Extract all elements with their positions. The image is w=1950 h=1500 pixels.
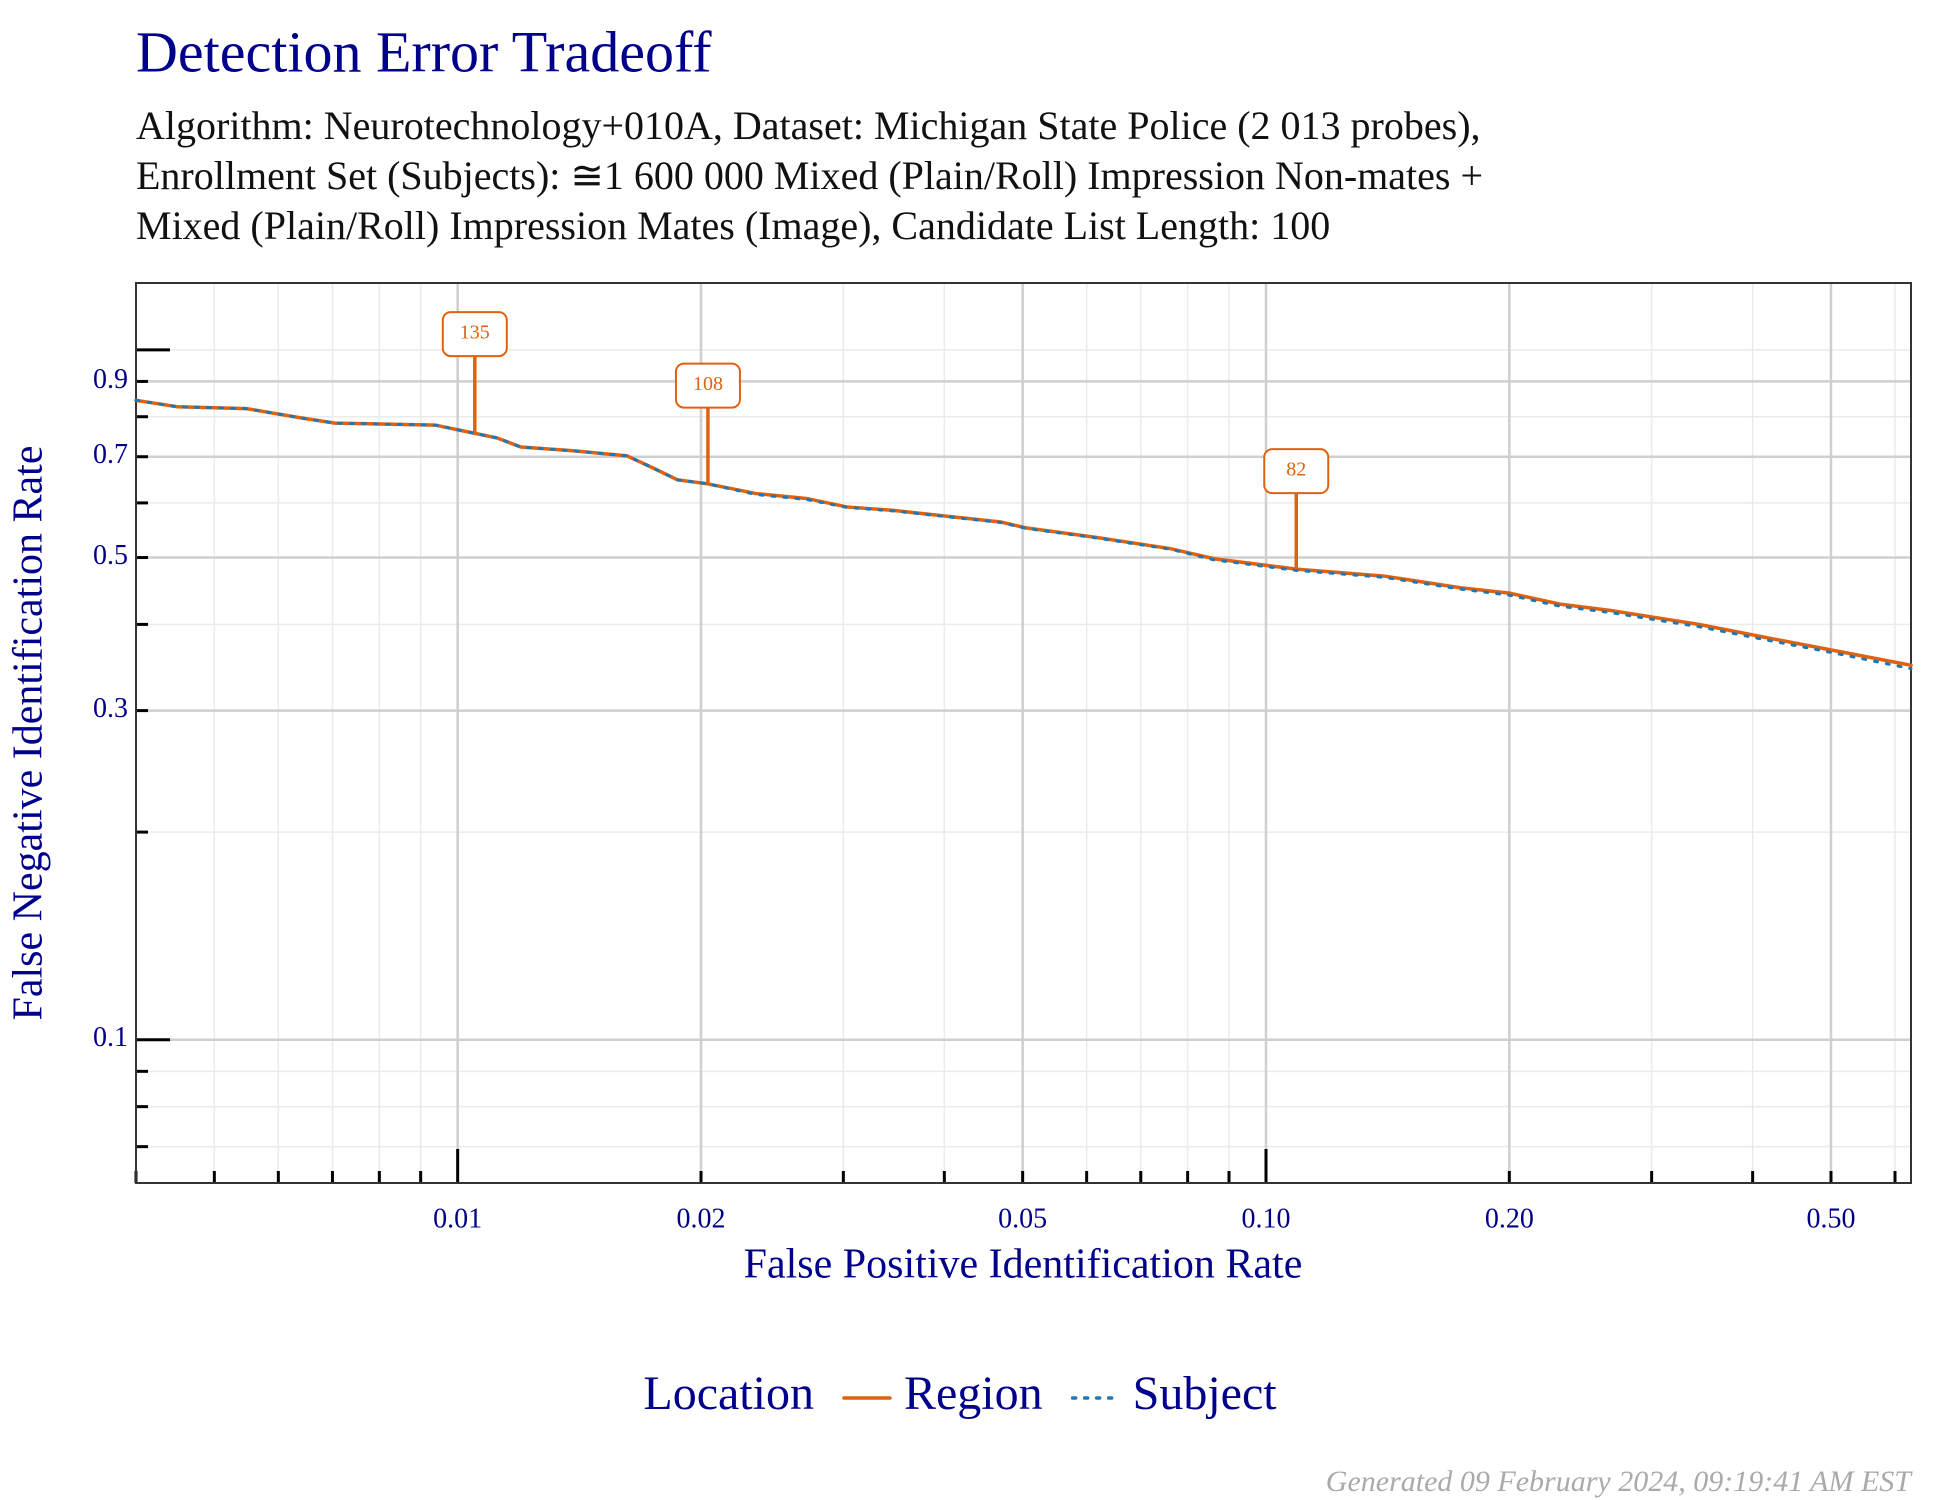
x-tick-label: 0.02 xyxy=(676,1203,725,1234)
y-tick-label: 0.3 xyxy=(93,693,128,724)
y-tick-label: 0.7 xyxy=(93,439,128,470)
series-line xyxy=(134,398,1913,671)
legend-label: Region xyxy=(904,1367,1043,1420)
x-axis-label: False Positive Identification Rate xyxy=(744,1242,1303,1288)
annotation-label: 108 xyxy=(693,373,723,395)
annotation-box xyxy=(441,311,508,358)
subtitle-line: Algorithm: Neurotechnology+010A, Dataset… xyxy=(136,103,1481,148)
x-tick-label: 0.50 xyxy=(1806,1203,1855,1234)
subtitle-line: Enrollment Set (Subjects): ≅1 600 000 Mi… xyxy=(136,153,1483,198)
footer: Generated 09 February 2024, 09:19:41 AM … xyxy=(1326,1465,1914,1498)
x-tick-label: 0.05 xyxy=(998,1203,1047,1234)
legend-title: Location xyxy=(643,1367,814,1420)
annotation-label: 82 xyxy=(1286,459,1306,481)
x-tick-label: 0.10 xyxy=(1241,1203,1290,1234)
x-tick-label: 0.20 xyxy=(1485,1203,1534,1234)
x-tick-label: 0.01 xyxy=(433,1203,482,1234)
annotation-label: 135 xyxy=(460,322,490,344)
subtitle-line: Mixed (Plain/Roll) Impression Mates (Ima… xyxy=(136,203,1330,248)
y-tick-label: 0.1 xyxy=(93,1022,128,1053)
plot-frame xyxy=(135,282,1912,1184)
annotation-box xyxy=(674,362,741,409)
chart-title: Detection Error Tradeoff xyxy=(136,19,712,84)
y-tick-label: 0.5 xyxy=(93,540,128,571)
legend-label: Subject xyxy=(1133,1367,1278,1420)
y-axis-label: False Negative Identification Rate xyxy=(6,446,52,1021)
annotation-box xyxy=(1263,448,1330,495)
y-tick-label: 0.9 xyxy=(93,364,128,395)
